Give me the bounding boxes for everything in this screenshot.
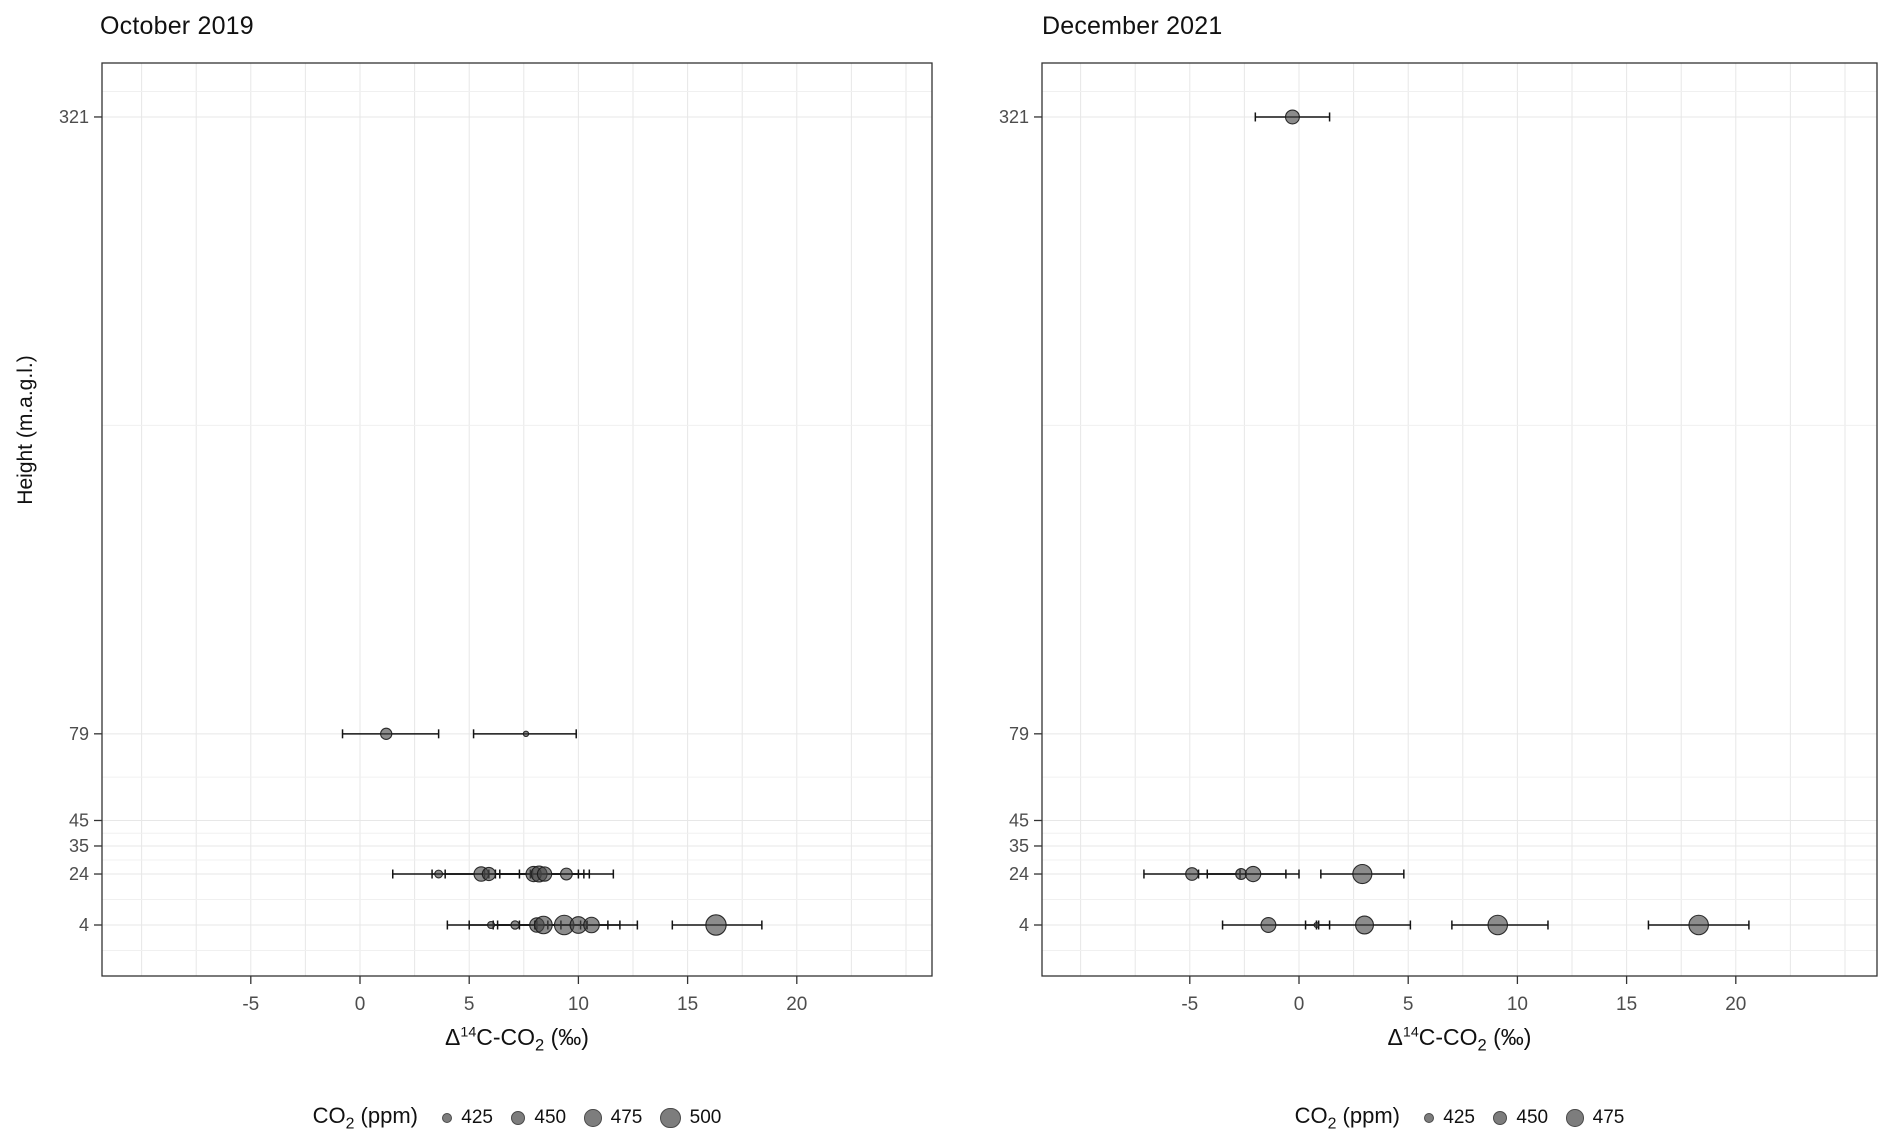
y-tick-label: 4: [1019, 915, 1029, 935]
points: [380, 727, 727, 936]
scatter-plot-october-2019: -5 0 5 10 15 20 321 79 45 35 24 4: [59, 62, 933, 1015]
legend-items: 425 450 475 500: [441, 1107, 721, 1129]
legend-value-label: 450: [1516, 1107, 1549, 1128]
legend-title: CO2 (ppm): [312, 1102, 418, 1133]
legend-size-circle: [1492, 1110, 1508, 1126]
y-tick-label: 35: [69, 836, 89, 856]
legend-size-circle: [1423, 1112, 1435, 1124]
co2-size-legend: CO2 (ppm) 425 450 475: [1042, 1096, 1877, 1140]
legend-size-circle: [510, 1110, 526, 1126]
panel-border: [1041, 62, 1878, 977]
points: [1185, 109, 1709, 936]
data-point: [510, 920, 520, 930]
x-tick-label: 10: [568, 994, 589, 1015]
data-point: [1284, 109, 1300, 125]
panel-border: [101, 62, 933, 977]
x-axis-ticks: -5 0 5 10 15 20: [1181, 976, 1746, 1015]
y-tick-label: 4: [79, 915, 89, 935]
gridlines: [1042, 63, 1877, 976]
x-tick-label: 5: [1403, 994, 1414, 1015]
legend-value-label: 475: [610, 1107, 643, 1128]
legend-item: 450: [510, 1107, 567, 1129]
x-tick-label: 0: [355, 994, 366, 1015]
legend-item: 425: [441, 1107, 493, 1129]
data-point: [1185, 867, 1199, 881]
x-tick-label: -5: [1181, 994, 1198, 1015]
data-point: [1688, 914, 1709, 936]
legend-size-circle: [441, 1112, 453, 1124]
x-tick-label: 10: [1507, 994, 1528, 1015]
legend-item: 425: [1423, 1107, 1475, 1129]
legend-value-label: 425: [461, 1107, 493, 1128]
y-tick-label: 24: [1009, 864, 1029, 884]
data-point: [534, 915, 553, 935]
panel-title-october-2019: October 2019: [100, 12, 254, 40]
y-tick-label: 35: [1009, 836, 1029, 856]
legend-item: 475: [1566, 1107, 1624, 1129]
scatter-plot-december-2021: -5 0 5 10 15 20 321 79 45 35 24 4: [999, 62, 1878, 1015]
y-axis-ticks: 321 79 45 35 24 4: [999, 107, 1042, 935]
y-tick-label: 79: [1009, 724, 1029, 744]
data-point: [583, 916, 600, 934]
y-axis-ticks: 321 79 45 35 24 4: [59, 107, 102, 935]
x-tick-label: 20: [786, 994, 807, 1015]
data-point: [481, 866, 496, 882]
y-tick-label: 45: [1009, 810, 1029, 830]
data-point: [705, 914, 727, 936]
x-tick-label: -5: [242, 994, 259, 1015]
legend-item: 500: [660, 1107, 721, 1129]
data-point: [1313, 921, 1320, 929]
data-point: [1355, 915, 1374, 935]
y-tick-label: 79: [69, 724, 89, 744]
x-tick-label: 0: [1294, 994, 1305, 1015]
legend-size-circle: [584, 1109, 602, 1127]
x-axis-title: Δ14C-CO2 (‰): [445, 1024, 589, 1055]
x-tick-label: 5: [464, 994, 475, 1015]
legend-value-label: 500: [689, 1107, 722, 1128]
panel-title-december-2021: December 2021: [1042, 12, 1223, 40]
legend-title: CO2 (ppm): [1294, 1102, 1400, 1133]
y-tick-label: 321: [59, 107, 89, 127]
error-bars: [1143, 112, 1750, 930]
data-point: [380, 727, 393, 740]
data-point: [1235, 868, 1248, 881]
x-tick-label: 20: [1725, 994, 1746, 1015]
legend-value-label: 425: [1443, 1107, 1475, 1128]
x-axis-title: Δ14C-CO2 (‰): [1387, 1024, 1532, 1055]
x-tick-label: 15: [677, 994, 698, 1015]
data-point: [434, 869, 444, 879]
legend-item: 475: [584, 1107, 642, 1129]
legend-item: 450: [1492, 1107, 1549, 1129]
x-tick-label: 15: [1616, 994, 1637, 1015]
data-point: [487, 920, 496, 930]
legend-size-circle: [660, 1107, 681, 1129]
x-axis-ticks: -5 0 5 10 15 20: [242, 976, 807, 1015]
gridlines: [102, 63, 932, 976]
legend-value-label: 475: [1592, 1107, 1625, 1128]
legend-size-circle: [1566, 1109, 1584, 1127]
data-point: [1487, 914, 1509, 936]
data-point: [559, 867, 573, 881]
data-point: [1260, 917, 1277, 933]
data-point: [522, 730, 530, 738]
co2-size-legend: CO2 (ppm) 425 450 475 500: [102, 1096, 932, 1140]
data-point: [1352, 863, 1373, 885]
legend-value-label: 450: [534, 1107, 567, 1128]
data-point: [536, 866, 553, 882]
y-tick-label: 24: [69, 864, 89, 884]
y-tick-label: 321: [999, 107, 1029, 127]
data-point: [1244, 865, 1262, 883]
legend-items: 425 450 475: [1423, 1107, 1624, 1129]
y-tick-label: 45: [69, 810, 89, 830]
